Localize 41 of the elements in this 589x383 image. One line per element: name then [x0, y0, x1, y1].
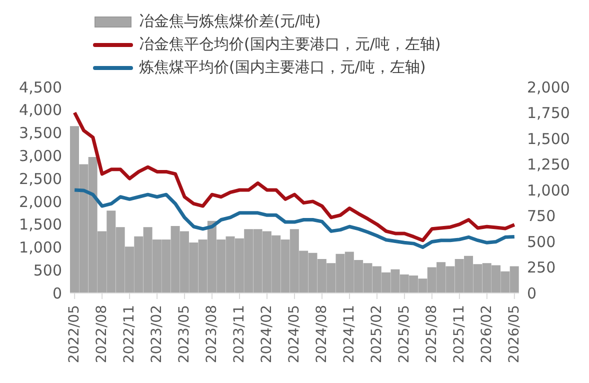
x-tick-label: 2022/11 [122, 305, 138, 364]
legend-label: 炼焦煤平均价(国内主要港口，元/吨，左轴) [139, 58, 426, 77]
y2-tick-label: 1,250 [527, 156, 570, 174]
y2-tick-label: 250 [527, 258, 556, 277]
y-tick-label: 500 [33, 261, 62, 280]
y2-tick-label: 2,000 [527, 78, 570, 96]
y-tick-label: 3,500 [19, 124, 62, 142]
legend-label: 冶金焦与炼焦煤价差(元/吨) [139, 12, 321, 31]
x-tick-label: 2025/05 [396, 305, 412, 364]
x-tick-label: 2022/08 [94, 305, 110, 364]
x-tick-label: 2026/05 [506, 305, 522, 364]
x-tick-label: 2023/05 [176, 305, 193, 364]
y-tick-label: 1,000 [19, 238, 62, 257]
y2-tick-label: 500 [527, 232, 556, 251]
x-tick-label: 2024/08 [314, 305, 330, 364]
y2-tick-label: 1,750 [527, 104, 570, 122]
y-tick-label: 4,500 [19, 78, 62, 96]
y-tick-label: 0 [52, 284, 62, 302]
x-tick-label: 2024/05 [286, 305, 302, 364]
y-tick-label: 4,000 [19, 101, 62, 120]
x-tick-label: 2025/02 [368, 305, 385, 364]
x-tick-label: 2023/02 [149, 305, 166, 364]
x-tick-label: 2025/08 [424, 305, 440, 364]
y2-tick-label: 0 [527, 284, 537, 302]
x-tick-label: 2026/02 [478, 305, 495, 364]
x-tick-label: 2023/11 [232, 305, 248, 364]
legend-label: 冶金焦平仓均价(国内主要港口，元/吨，左轴) [139, 35, 441, 54]
line-series [72, 188, 516, 249]
y-tick-label: 2,000 [19, 192, 62, 211]
x-tick-label: 2025/11 [451, 305, 468, 364]
y-tick-label: 3,000 [19, 146, 62, 165]
y2-tick-label: 750 [527, 207, 556, 226]
x-tick-label: 2023/08 [204, 305, 220, 364]
line-series [72, 110, 516, 242]
y-tick-label: 1,500 [19, 216, 62, 234]
y-tick-label: 2,500 [19, 170, 62, 188]
x-tick-label: 2024/11 [341, 305, 358, 364]
x-tick-label: 2022/05 [66, 305, 83, 364]
y2-tick-label: 1,000 [527, 181, 570, 200]
x-tick-label: 2024/02 [259, 305, 276, 364]
y2-tick-label: 1,500 [527, 130, 570, 148]
